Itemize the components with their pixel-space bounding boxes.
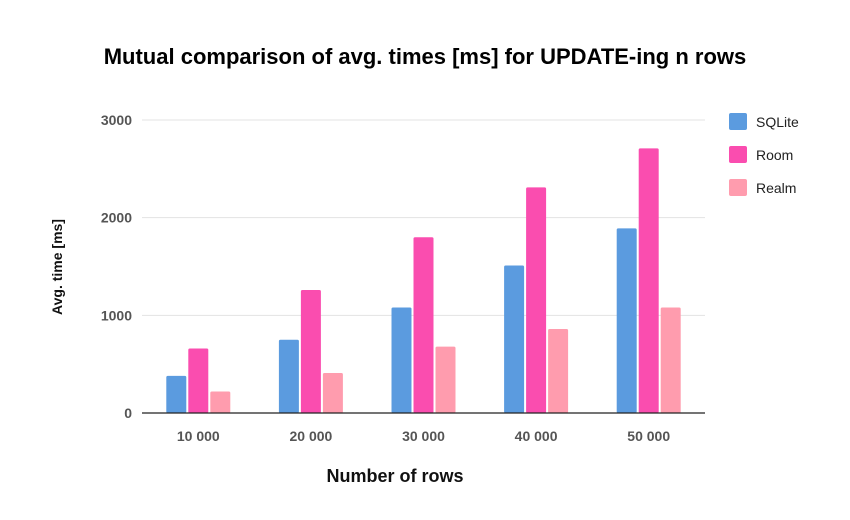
bar-room-4 — [526, 187, 547, 413]
y-tick-label: 3000 — [101, 112, 132, 128]
y-tick-labels: 0 1000 2000 3000 — [101, 112, 132, 421]
y-axis-title: Avg. time [ms] — [49, 219, 65, 315]
bar-realm-4 — [548, 329, 569, 413]
legend-swatch-room — [729, 146, 747, 163]
y-tick-label: 2000 — [101, 210, 132, 226]
legend-label-sqlite: SQLite — [756, 114, 799, 130]
y-tick-label: 0 — [124, 405, 132, 421]
bar-realm-5 — [660, 307, 681, 413]
legend-label-realm: Realm — [756, 180, 796, 196]
bar-sqlite-3 — [391, 307, 412, 413]
bar-realm-3 — [435, 346, 456, 413]
bar-realm-1 — [210, 391, 231, 413]
bar-room-3 — [413, 237, 434, 413]
chart-title: Mutual comparison of avg. times [ms] for… — [104, 44, 747, 69]
bars — [166, 148, 681, 413]
bar-room-2 — [300, 289, 321, 413]
x-tick-labels: 10 000 20 000 30 000 40 000 50 000 — [177, 428, 670, 444]
x-tick-label: 30 000 — [402, 428, 445, 444]
bar-sqlite-5 — [616, 228, 637, 413]
bar-sqlite-2 — [278, 339, 299, 413]
bar-room-1 — [188, 348, 209, 413]
x-tick-label: 10 000 — [177, 428, 220, 444]
x-tick-label: 40 000 — [515, 428, 558, 444]
legend-swatch-realm — [729, 179, 747, 196]
x-axis-title: Number of rows — [326, 466, 463, 486]
legend: SQLite Room Realm — [729, 113, 799, 196]
legend-label-room: Room — [756, 147, 793, 163]
x-tick-label: 50 000 — [627, 428, 670, 444]
bar-sqlite-4 — [504, 265, 525, 413]
bar-room-5 — [638, 148, 659, 413]
y-tick-label: 1000 — [101, 307, 132, 323]
legend-swatch-sqlite — [729, 113, 747, 130]
bar-realm-2 — [322, 372, 343, 413]
bar-sqlite-1 — [166, 375, 187, 413]
x-tick-label: 20 000 — [289, 428, 332, 444]
